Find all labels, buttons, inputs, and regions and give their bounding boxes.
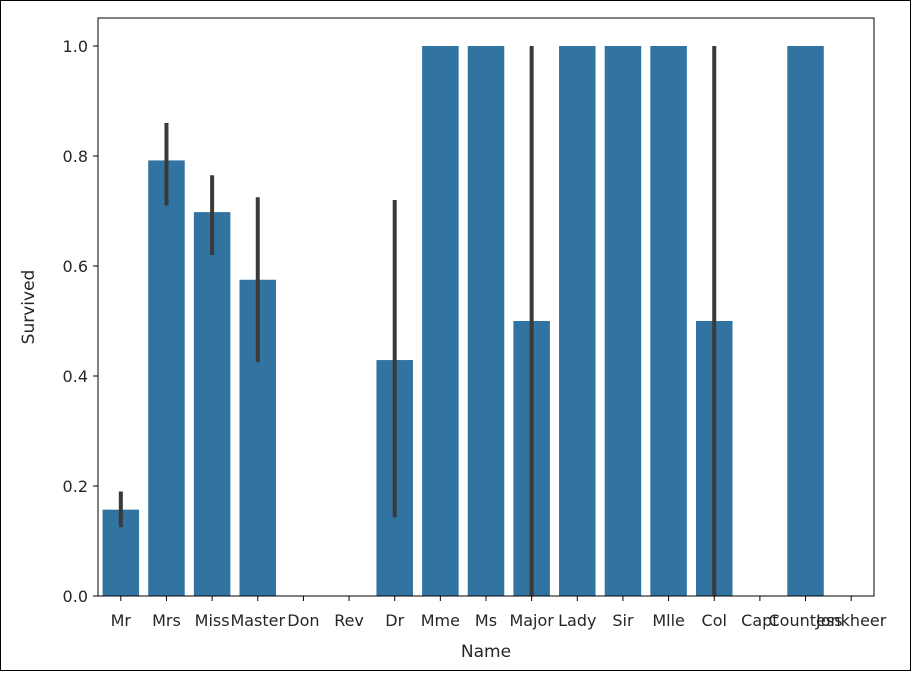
- y-tick-label: 0.8: [63, 147, 88, 166]
- bar-mrs: [148, 160, 185, 596]
- x-tick-label: Major: [509, 611, 554, 630]
- x-tick-label: Mrs: [152, 611, 181, 630]
- y-axis-title: Survived: [19, 270, 39, 345]
- error-bars-layer: [118, 46, 717, 596]
- x-tick-label: Master: [230, 611, 285, 630]
- x-tick-label: Sir: [612, 611, 634, 630]
- x-tick-label: Mlle: [652, 611, 685, 630]
- bar-lady: [559, 46, 596, 596]
- y-tick-label: 1.0: [63, 37, 88, 56]
- bar-sir: [604, 46, 642, 596]
- y-tick-label: 0.4: [63, 367, 88, 386]
- y-axis: 0.0 0.2 0.4 0.6 0.8 1.0: [63, 37, 98, 606]
- x-tick-label: Col: [702, 611, 727, 630]
- x-tick-label: Mme: [421, 611, 460, 630]
- bar-countess: [787, 46, 824, 596]
- x-axis: Mr Mrs Miss Master Don Rev Dr Mme Ms Major Lady Sir…: [111, 596, 887, 630]
- x-tick-label: Capt: [741, 611, 778, 630]
- x-tick-label: Lady: [558, 611, 596, 630]
- bar-ms: [467, 46, 505, 596]
- bar-mme: [422, 46, 459, 596]
- x-tick-label: Mr: [111, 611, 132, 630]
- y-tick-label: 0.2: [63, 477, 88, 496]
- x-tick-label: Countess: [769, 611, 843, 630]
- x-tick-label: Don: [287, 611, 319, 630]
- x-axis-title: Name: [461, 642, 511, 662]
- y-tick-label: 0.6: [63, 257, 88, 276]
- y-tick-label: 0.0: [63, 587, 88, 606]
- x-tick-label: Miss: [195, 611, 230, 630]
- x-tick-label: Rev: [334, 611, 364, 630]
- x-tick-label: Dr: [385, 611, 404, 630]
- x-tick-label: Jonkheer: [815, 611, 887, 630]
- x-tick-label: Ms: [475, 611, 497, 630]
- bar-miss: [193, 212, 231, 596]
- bar-mlle: [650, 46, 687, 596]
